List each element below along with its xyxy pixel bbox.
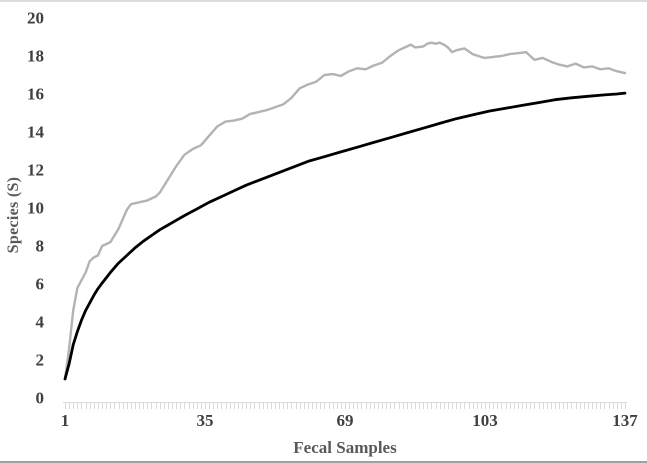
x-tick-label: 69	[337, 411, 354, 430]
top-border-line	[0, 0, 647, 2]
y-tick-label: 18	[27, 47, 44, 66]
x-axis-ticks	[63, 402, 627, 409]
y-axis-title: Species (S)	[5, 176, 22, 254]
y-tick-label: 16	[27, 85, 44, 104]
y-tick-label: 20	[27, 9, 44, 28]
x-tick-label: 103	[472, 411, 498, 430]
x-tick-label: 1	[61, 411, 70, 430]
y-tick-label: 0	[36, 389, 45, 408]
y-tick-label: 6	[36, 275, 45, 294]
y-tick-label: 2	[36, 351, 45, 370]
x-axis-title: Fecal Samples	[293, 438, 397, 457]
y-tick-label: 8	[36, 237, 45, 256]
y-tick-label: 4	[36, 313, 45, 332]
x-tick-label: 137	[612, 411, 638, 430]
x-tick-label: 35	[197, 411, 214, 430]
rarefaction-estimate-line	[63, 91, 627, 381]
y-tick-label: 14	[27, 123, 45, 142]
y-tick-label: 12	[27, 161, 44, 180]
bottom-border-line	[0, 461, 647, 463]
y-tick-label: 10	[27, 199, 44, 218]
observed-accumulation-line	[63, 41, 627, 381]
